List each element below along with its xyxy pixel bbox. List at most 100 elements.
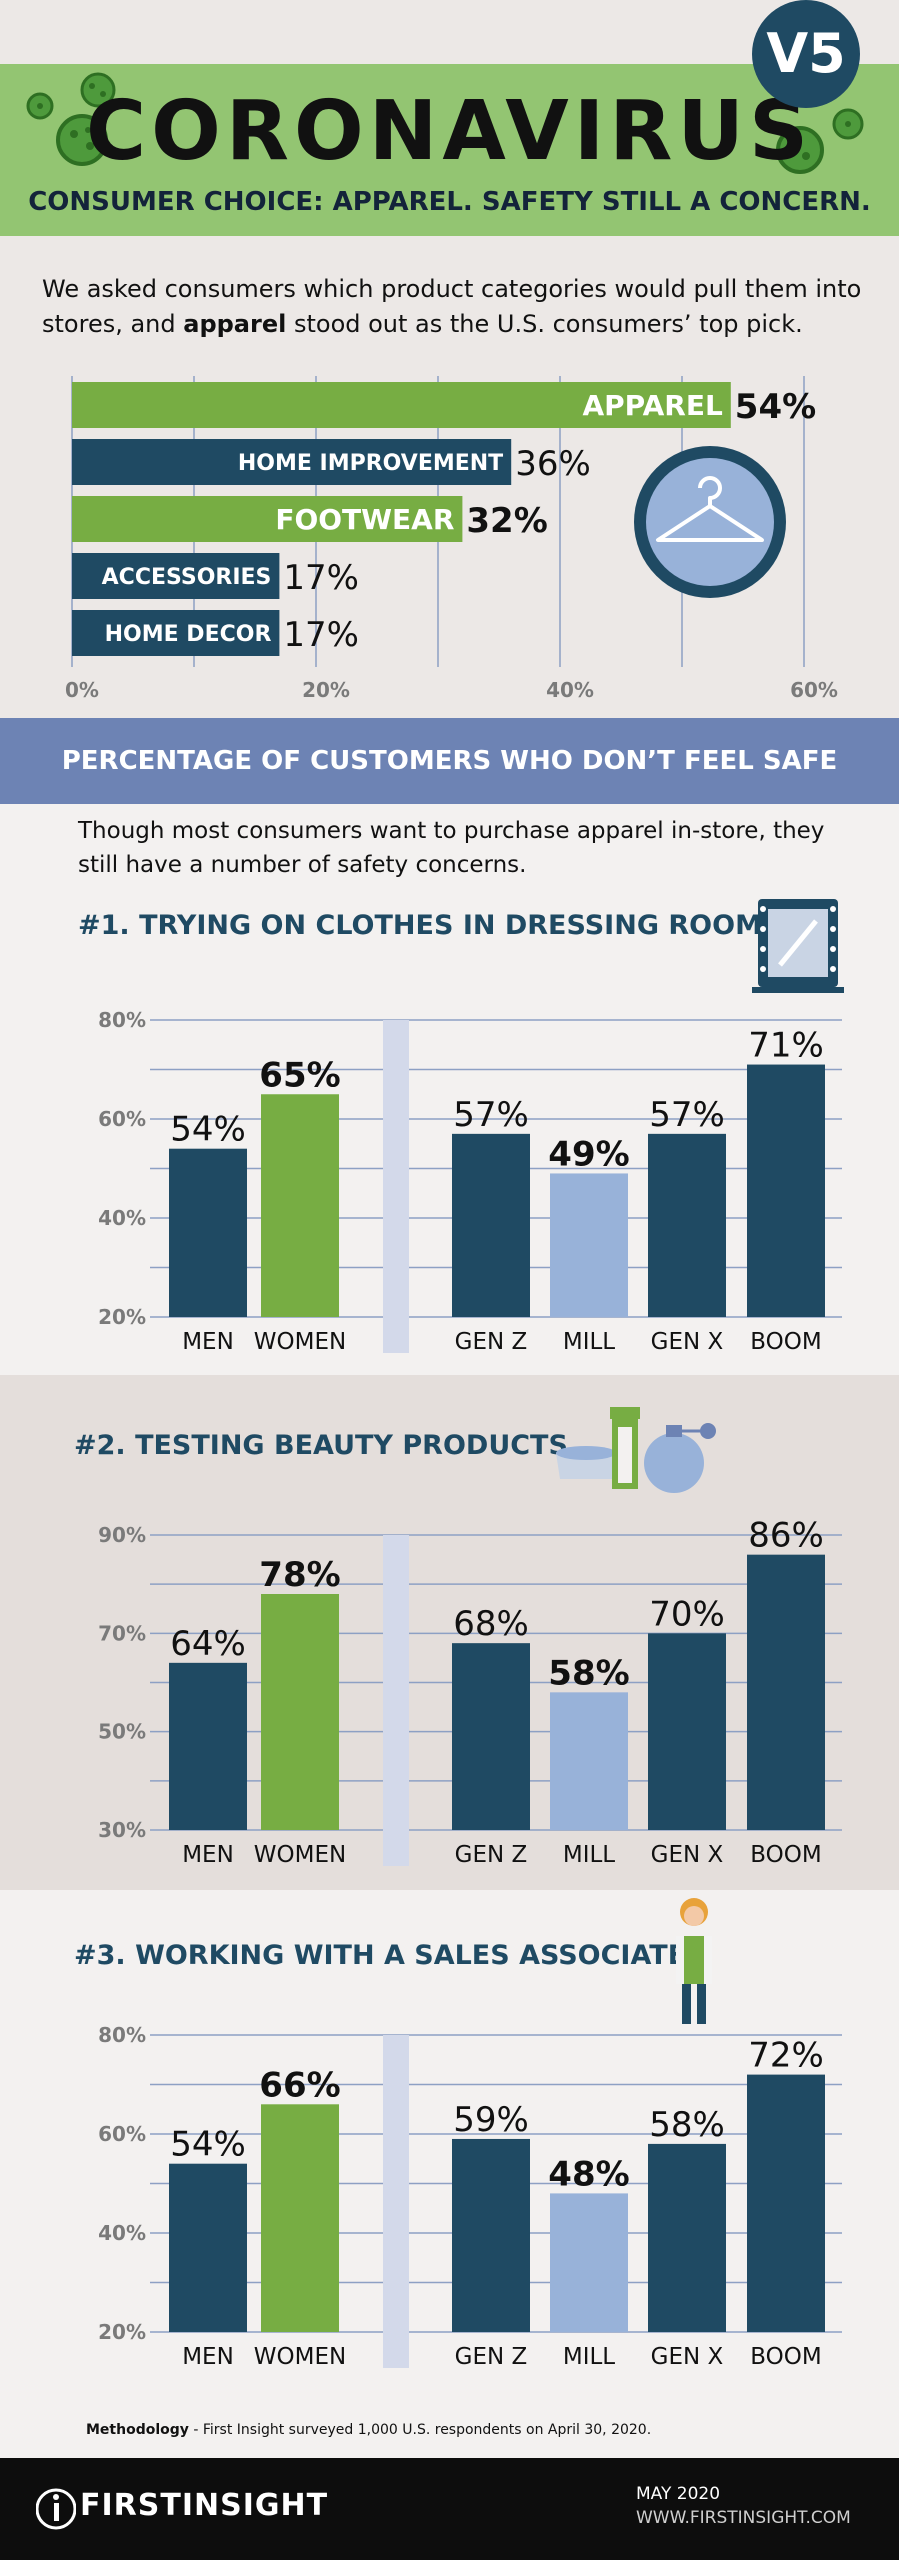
bar-value-label: 54%: [170, 1110, 246, 1150]
bar-value-label: 17%: [283, 558, 359, 598]
safety-intro-text: Though most consumers want to purchase a…: [78, 818, 825, 878]
divider-strip: [383, 1535, 409, 1866]
bar-category-label: HOME IMPROVEMENT: [238, 451, 503, 476]
page-title: CORONAVIRUS: [85, 84, 813, 179]
methodology-note: Methodology - First Insight surveyed 1,0…: [86, 2422, 651, 2438]
virus-icon: [26, 92, 54, 120]
y-tick-label: 40%: [98, 1206, 146, 1230]
y-tick-label: 20%: [98, 2320, 146, 2344]
bar: [261, 2104, 339, 2332]
bar-value-label: 58%: [649, 2105, 725, 2145]
category-label: WOMEN: [254, 1842, 346, 1868]
category-label: MILL: [563, 1842, 615, 1868]
bar: [747, 1064, 825, 1317]
page-subtitle: CONSUMER CHOICE: APPAREL. SAFETY STILL A…: [28, 187, 871, 217]
dressing-rooms-chart: 20% 40% 60% 80% 54% MEN 65% WOMEN 57% GEN Z 49% MIL…: [98, 1008, 842, 1355]
bar-value-label: 58%: [548, 1653, 629, 1693]
bar-value-label: 71%: [748, 1026, 824, 1066]
x-tick-label: 0%: [65, 678, 99, 702]
category-label: MEN: [182, 1842, 234, 1868]
bar: [169, 2163, 247, 2332]
bar-value-label: 86%: [748, 1516, 824, 1556]
bar: [452, 2138, 530, 2332]
chart2-title: #2. TESTING BEAUTY PRODUCTS: [74, 1430, 568, 1461]
divider-strip: [383, 2035, 409, 2368]
bar: [452, 1643, 530, 1830]
bar-value-label: 64%: [170, 1624, 246, 1664]
bar: [169, 1662, 247, 1830]
cosmetics-icon: [556, 1407, 716, 1493]
chart1-title: #1. TRYING ON CLOTHES IN DRESSING ROOMS: [78, 910, 782, 941]
bar: [72, 610, 280, 656]
bar: [747, 2074, 825, 2332]
hanger-icon: [634, 446, 786, 598]
bar-value-label: 78%: [259, 1555, 340, 1595]
intro-part1: We asked consumers which product categor…: [42, 275, 862, 338]
methodology-label: Methodology: [86, 2422, 189, 2438]
category-label: WOMEN: [254, 2344, 346, 2370]
bar-value-label: 72%: [748, 2036, 824, 2076]
bar: [747, 1554, 825, 1830]
bar-value-label: 49%: [548, 1134, 629, 1174]
category-label: GEN X: [651, 2344, 724, 2370]
sales-associate-icon: [676, 1898, 712, 2024]
beauty-products-chart: 30% 50% 70% 90% 64% MEN 78% WOMEN 68% GEN Z 58% MIL…: [98, 1516, 842, 1868]
bar-category-label: HOME DECOR: [105, 622, 272, 647]
bar-value-label: 66%: [259, 2065, 340, 2105]
y-tick-label: 40%: [98, 2221, 146, 2245]
category-label: MILL: [563, 2344, 615, 2370]
y-tick-label: 80%: [98, 2023, 146, 2047]
bar: [261, 1094, 339, 1317]
category-label: GEN Z: [455, 1842, 528, 1868]
bar: [550, 2193, 628, 2332]
category-label: BOOM: [750, 1329, 821, 1355]
bar: [648, 1633, 726, 1830]
footer-url[interactable]: WWW.FIRSTINSIGHT.COM: [636, 2508, 851, 2528]
category-label: BOOM: [750, 1842, 821, 1868]
category-bar-chart: 0% 20% 40% 60% APPAREL 54% HOME IMPROVEMENT 36%…: [65, 376, 838, 702]
intro-text: We asked consumers which product categor…: [42, 272, 872, 342]
bar: [72, 439, 512, 485]
virus-decorations: [26, 72, 864, 174]
section-band-title: PERCENTAGE OF CUSTOMERS WHO DON’T FEEL S…: [0, 718, 899, 804]
version-badge: V5: [752, 0, 860, 108]
category-label: GEN Z: [455, 1329, 528, 1355]
category-label: MILL: [563, 1329, 615, 1355]
y-tick-label: 80%: [98, 1008, 146, 1032]
y-tick-label: 50%: [98, 1720, 146, 1744]
bar-category-label: APPAREL: [582, 389, 723, 422]
x-tick-label: 60%: [790, 678, 838, 702]
bar-value-label: 57%: [453, 1095, 529, 1135]
bar-value-label: 70%: [649, 1594, 725, 1634]
category-label: MEN: [182, 1329, 234, 1355]
category-label: GEN X: [651, 1842, 724, 1868]
footer-date: MAY 2020: [636, 2484, 721, 2504]
virus-icon: [832, 108, 864, 140]
bar: [648, 2143, 726, 2332]
bar-value-label: 17%: [283, 615, 359, 655]
bar: [648, 1133, 726, 1317]
chart3-title: #3. WORKING WITH A SALES ASSOCIATE: [74, 1940, 687, 1971]
y-tick-label: 60%: [98, 1107, 146, 1131]
bar-value-label: 59%: [453, 2100, 529, 2140]
y-tick-label: 30%: [98, 1818, 146, 1842]
footer: [0, 2458, 899, 2560]
bar: [169, 1148, 247, 1317]
footer-brand: FIRSTINSIGHT: [80, 2488, 329, 2523]
bar-value-label: 68%: [453, 1604, 529, 1644]
bar: [550, 1692, 628, 1830]
virus-icon: [56, 114, 108, 166]
bar-category-label: FOOTWEAR: [275, 503, 454, 536]
y-tick-label: 60%: [98, 2122, 146, 2146]
category-label: WOMEN: [254, 1329, 346, 1355]
mirror-icon: [752, 899, 844, 993]
bar: [550, 1173, 628, 1317]
bar-value-label: 54%: [170, 2125, 246, 2165]
firstinsight-logo-icon: [36, 2488, 76, 2530]
bar-value-label: 36%: [515, 444, 591, 484]
category-label: BOOM: [750, 2344, 821, 2370]
y-tick-label: 70%: [98, 1621, 146, 1645]
bar-value-label: 54%: [735, 387, 816, 427]
category-label: MEN: [182, 2344, 234, 2370]
bar: [72, 382, 731, 428]
